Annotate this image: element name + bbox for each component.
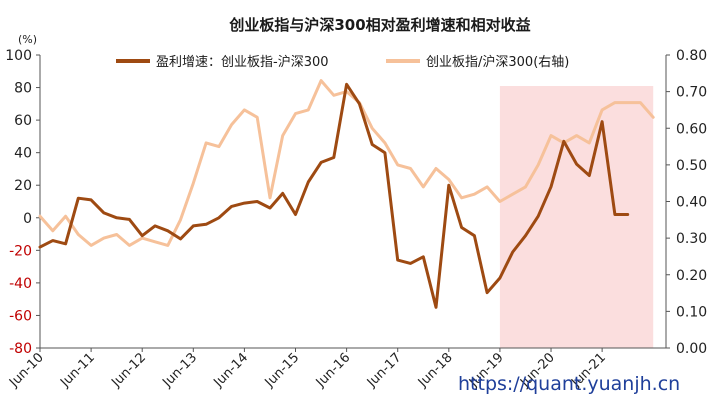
legend-label-earnings-growth: 盈利增速：创业板指-沪深300 <box>156 54 329 70</box>
x-tick-label: Jun-18 <box>415 350 456 391</box>
legend-label-relative-return: 创业板指/沪深300(右轴) <box>426 54 569 70</box>
y-left-tick-label: -20 <box>9 243 32 259</box>
x-tick-label: Jun-11 <box>57 350 98 391</box>
x-tick-label: Jun-13 <box>159 350 200 391</box>
y-right-tick-label: 0.80 <box>676 48 707 64</box>
y-left-tick-label: 100 <box>5 48 32 64</box>
y-left-tick-label: -40 <box>9 276 32 292</box>
y-left-tick-label: 0 <box>23 211 32 227</box>
x-tick-label: Jun-12 <box>108 350 149 391</box>
y-right-tick-label: 0.40 <box>676 195 707 211</box>
y-right-tick-label: 0.60 <box>676 121 707 137</box>
y-right-tick-label: 0.10 <box>676 304 707 320</box>
y-left-tick-label: 80 <box>14 81 32 97</box>
series-line-earnings-growth <box>38 82 630 309</box>
y-left-tick-label: -60 <box>9 308 32 324</box>
y-right-tick-label: 0.20 <box>676 268 707 284</box>
x-tick-label: Jun-14 <box>211 350 252 391</box>
y-right-tick-label: 0.30 <box>676 231 707 247</box>
x-tick-label: Jun-15 <box>262 350 303 391</box>
y-right-tick-label: 0.50 <box>676 158 707 174</box>
y-left-tick-label: 20 <box>14 178 32 194</box>
y-right-tick-label: 0.70 <box>676 85 707 101</box>
y-left-tick-label: 40 <box>14 146 32 162</box>
watermark-text: https://quant.yuanjh.cn <box>458 373 680 395</box>
x-tick-label: Jun-17 <box>364 350 405 391</box>
x-tick-label: Jun-16 <box>313 350 354 391</box>
y-left-tick-label: 60 <box>14 113 32 129</box>
chart-title: 创业板指与沪深300相对盈利增速和相对收益 <box>228 16 530 34</box>
highlight-region <box>499 86 654 348</box>
y-left-tick-label: -80 <box>9 341 32 357</box>
y-right-tick-label: 0.00 <box>676 341 707 357</box>
legend: 盈利增速：创业板指-沪深300 创业板指/沪深300(右轴) <box>116 54 569 70</box>
y-left-unit: (%) <box>18 33 37 46</box>
